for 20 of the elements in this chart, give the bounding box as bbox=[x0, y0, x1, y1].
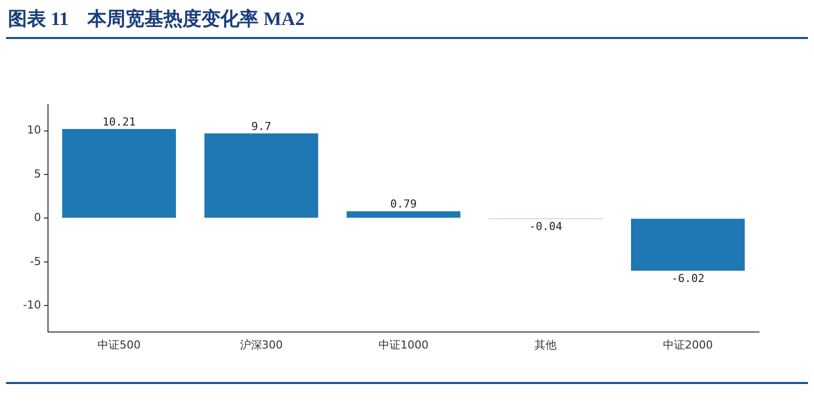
bar bbox=[62, 128, 176, 218]
y-tick-label: -10 bbox=[23, 298, 41, 312]
chart-title: 图表 11 本周宽基热度变化率 MA2 bbox=[8, 8, 305, 32]
data-label: 0.79 bbox=[390, 198, 417, 211]
x-tick-label: 中证500 bbox=[98, 338, 141, 352]
x-tick-label: 中证2000 bbox=[662, 338, 713, 352]
y-tick-label: 0 bbox=[34, 211, 41, 224]
x-tick-label: 中证1000 bbox=[378, 338, 428, 352]
y-tick-label: 10 bbox=[26, 124, 41, 137]
bar bbox=[204, 133, 318, 218]
data-label: 9.7 bbox=[251, 120, 272, 133]
data-label: -0.04 bbox=[529, 220, 563, 233]
data-label: -6.02 bbox=[671, 272, 704, 286]
x-tick-label: 其他 bbox=[534, 338, 557, 352]
bar bbox=[631, 218, 745, 271]
y-tick-label: -5 bbox=[30, 254, 41, 268]
data-label: 10.21 bbox=[102, 115, 136, 128]
bar bbox=[346, 211, 460, 218]
x-tick-label: 沪深300 bbox=[240, 338, 283, 352]
y-tick-label: 5 bbox=[34, 167, 41, 180]
